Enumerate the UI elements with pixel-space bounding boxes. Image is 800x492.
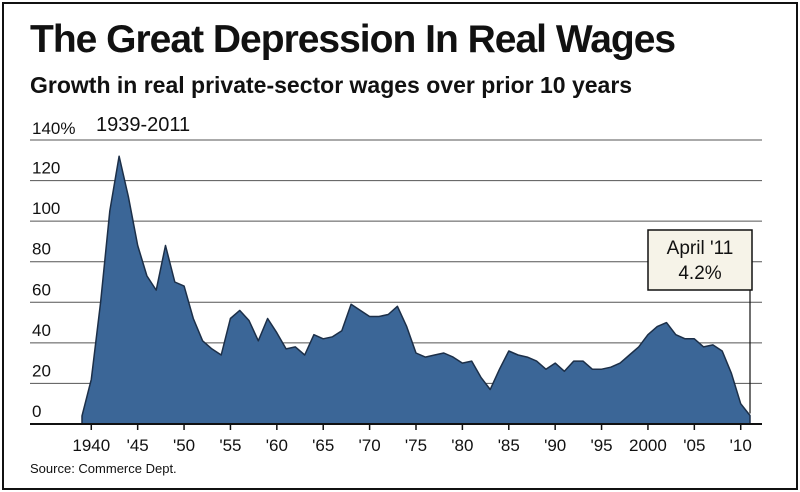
y-tick-label: 80	[32, 240, 51, 259]
y-tick-label: 100	[32, 199, 60, 218]
chart-subtitle: Growth in real private-sector wages over…	[30, 72, 633, 98]
x-tick-label: '55	[219, 436, 241, 455]
chart-title: The Great Depression In Real Wages	[30, 18, 676, 61]
x-tick-label: 1940	[72, 436, 110, 455]
y-tick-label: 120	[32, 159, 60, 178]
x-tick-label: '70	[359, 436, 381, 455]
date-range-label: 1939-2011	[96, 114, 191, 136]
y-tick-label: 60	[32, 280, 51, 299]
x-tick-label: '75	[405, 436, 427, 455]
callout-date-label: April '11	[667, 238, 734, 259]
x-tick-label: '10	[730, 436, 752, 455]
x-tick-label: '65	[312, 436, 334, 455]
x-tick-label: 2000	[629, 436, 667, 455]
y-tick-label: 140%	[32, 119, 75, 138]
x-tick-label: '60	[266, 436, 288, 455]
y-axis-ticks: 0 20 40 60 80 100 120 140%	[32, 119, 75, 421]
callout: April '11 4.2%	[647, 229, 753, 414]
x-tick-label: '80	[451, 436, 473, 455]
callout-box	[647, 229, 753, 291]
y-tick-label: 40	[32, 321, 51, 340]
x-tick-label: '95	[590, 436, 612, 455]
x-tick-label: '90	[544, 436, 566, 455]
source-note: Source: Commerce Dept.	[30, 461, 177, 476]
y-tick-label: 0	[32, 402, 41, 421]
y-tick-label: 20	[32, 361, 51, 380]
x-tick-label: '85	[498, 436, 520, 455]
callout-value-label: 4.2%	[678, 263, 721, 284]
wage-growth-area	[81, 155, 751, 425]
x-tick-label: '45	[127, 436, 149, 455]
x-tick-label: '50	[173, 436, 195, 455]
x-axis-ticks: 1940 '45 '50 '55 '60 '65 '70 '75 '80 '85 '90 '95 200…	[72, 424, 752, 455]
x-tick-label: '05	[683, 436, 705, 455]
